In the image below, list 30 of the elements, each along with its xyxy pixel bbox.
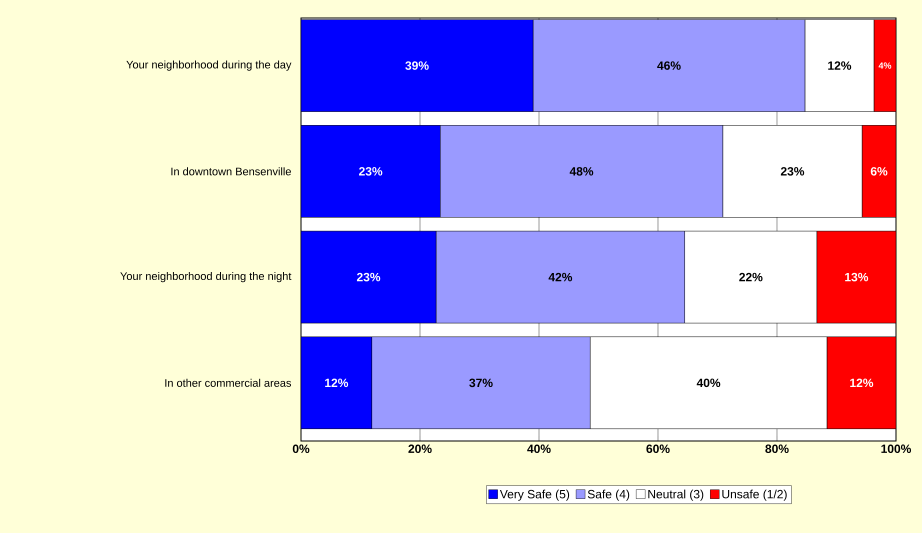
data-label: 12% [828,61,852,70]
x-tick-label: 0% [292,444,310,454]
data-label: 13% [845,272,868,282]
y-tick-label: In downtown Bensenville [171,167,291,176]
x-tick-label: 60% [646,444,670,454]
data-label: 37% [469,378,493,388]
x-tick-label: 20% [408,444,432,454]
legend-label: Unsafe (1/2) [722,490,787,501]
data-label: 23% [356,272,380,282]
data-label: 23% [780,167,804,176]
data-label: 6% [870,167,888,176]
data-label: 39% [405,61,429,70]
y-tick-label: In other commercial areas [165,378,292,387]
data-label: 4% [878,62,892,69]
data-label: 22% [739,272,763,282]
data-label: 48% [570,167,594,176]
y-tick-label: Your neighborhood during the day [126,60,292,71]
x-tick-label: 100% [881,444,912,454]
data-label: 42% [548,272,572,282]
data-label: 12% [850,378,874,388]
legend-label: Neutral (3) [648,490,704,501]
data-label: 23% [359,167,382,176]
y-tick-label: Your neighborhood during the night [120,272,292,282]
data-label: 46% [657,61,681,70]
x-tick-label: 80% [765,444,789,454]
data-label: 40% [696,378,720,388]
legend-label: Safe (4) [588,490,630,501]
legend-label: Very Safe (5) [500,490,570,501]
x-tick-label: 40% [527,444,551,454]
data-label: 12% [325,378,348,388]
